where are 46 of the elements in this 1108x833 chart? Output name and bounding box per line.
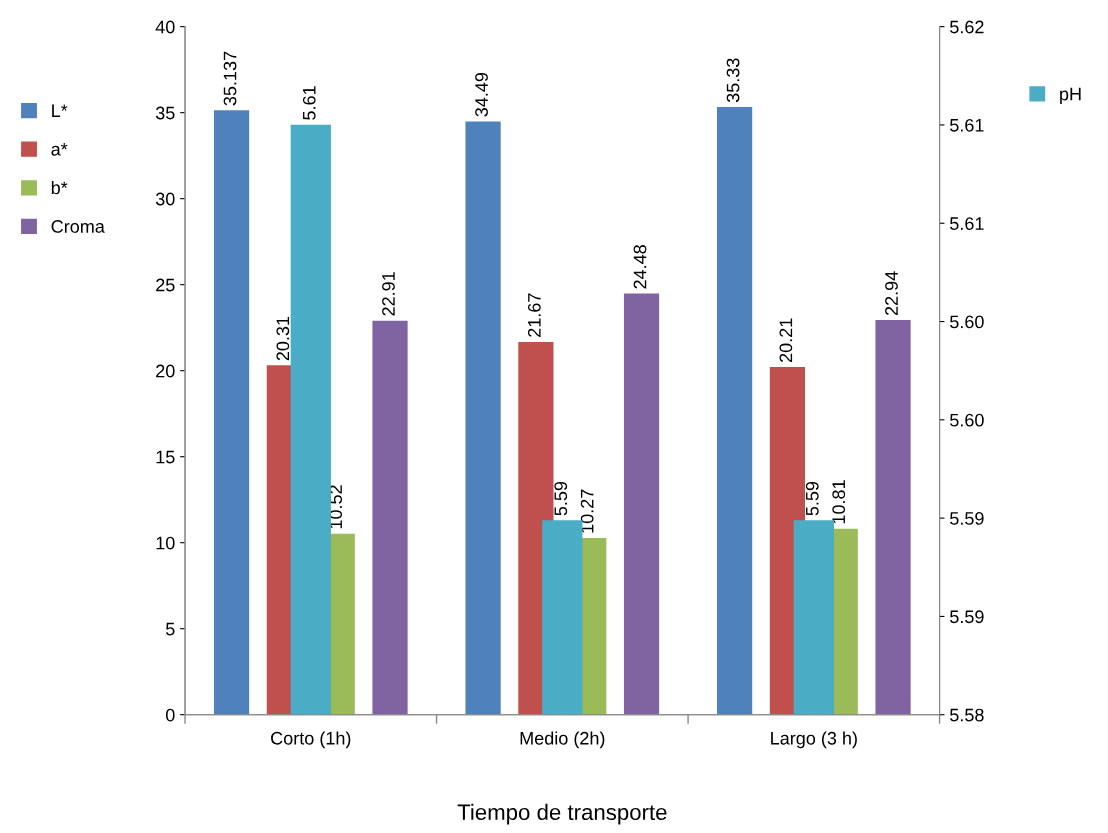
- y2-tick-label: 5.61: [950, 118, 984, 132]
- y2-tick-label: 5.60: [950, 315, 984, 329]
- y-tick-label: 35: [155, 106, 175, 120]
- y2-tick-label: 5.59: [950, 512, 984, 525]
- y2-tick-label: 5.60: [950, 413, 984, 427]
- data-label: 20.21: [779, 318, 793, 362]
- y2-tick-label: 5.61: [950, 217, 984, 230]
- data-label: 21.67: [527, 293, 541, 337]
- data-label: 35.137: [223, 51, 237, 106]
- y2-tick-label: 5.58: [950, 708, 984, 722]
- data-label: 22.91: [382, 272, 395, 316]
- bar: [716, 106, 753, 715]
- y-tick-label: 15: [156, 450, 175, 464]
- legend-label: a*: [51, 143, 68, 156]
- data-label: 10.27: [580, 489, 594, 533]
- y-tick-label: 25: [156, 278, 175, 292]
- y-tick-label: 30: [155, 192, 175, 206]
- bar: [372, 320, 408, 715]
- legend-label: Croma: [51, 220, 105, 233]
- data-label: 5.59: [554, 481, 568, 516]
- bar: [623, 293, 660, 715]
- data-label: 20.31: [276, 316, 290, 361]
- data-label: 5.61: [302, 86, 316, 120]
- data-label: 24.48: [633, 245, 647, 289]
- data-label: 34.49: [475, 72, 488, 117]
- x-tick-label: Medio (2h): [520, 731, 605, 749]
- y2-tick-label: 5.62: [950, 20, 984, 34]
- bar: [213, 110, 250, 715]
- legend-label: L*: [52, 104, 68, 117]
- bar: [875, 320, 911, 715]
- data-label: 35.33: [726, 58, 740, 103]
- legend-label: pH: [1060, 87, 1081, 104]
- data-label: 22.94: [885, 271, 898, 316]
- y-tick-label: 10: [156, 536, 175, 550]
- data-label: 10.81: [832, 480, 846, 524]
- x-tick-label: Largo (3 h): [771, 731, 857, 749]
- y2-tick-label: 5.59: [950, 610, 984, 624]
- legend-label: b*: [51, 181, 68, 195]
- y-tick-label: 20: [156, 364, 175, 378]
- y-tick-label: 40: [155, 20, 175, 34]
- x-axis-title: Tiempo de transporte: [457, 803, 667, 825]
- data-label: 5.59: [805, 481, 819, 516]
- x-tick-label: Corto (1h): [271, 731, 351, 749]
- y-tick-label: 0: [165, 708, 175, 722]
- bar: [465, 121, 501, 715]
- y-tick-label: 5: [166, 622, 175, 636]
